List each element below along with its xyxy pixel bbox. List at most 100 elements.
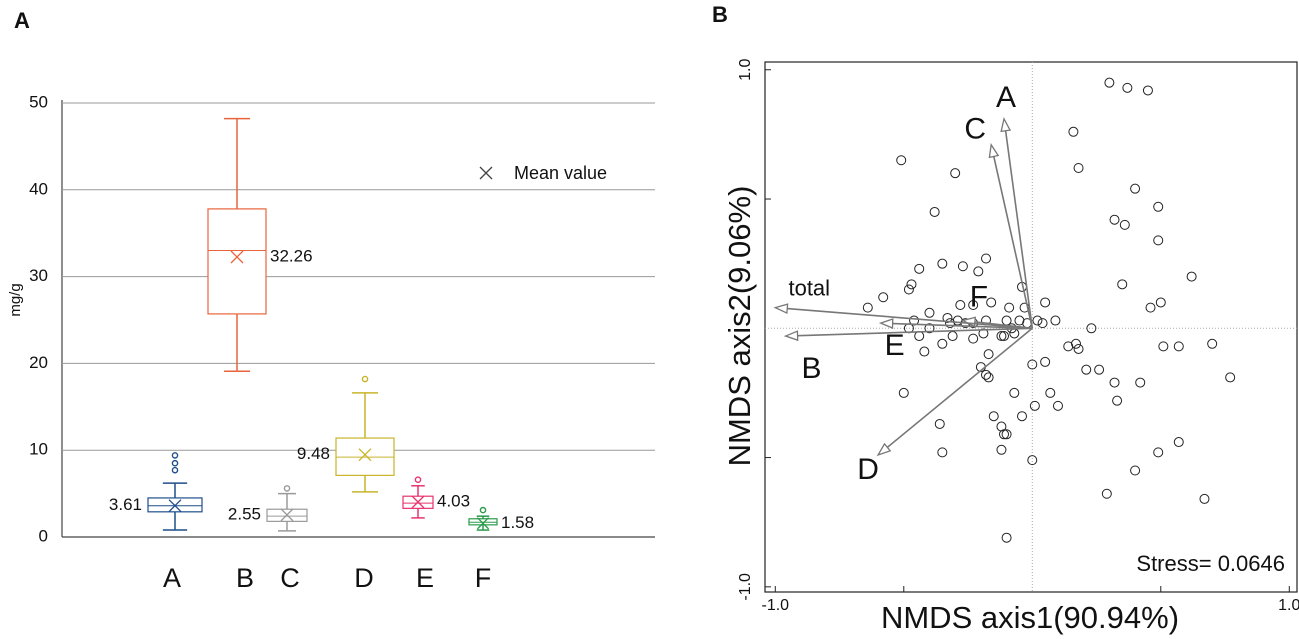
point xyxy=(1186,271,1197,282)
mean-marker xyxy=(280,508,294,522)
outlier xyxy=(171,452,179,459)
point xyxy=(981,253,992,264)
point xyxy=(1073,163,1084,173)
point xyxy=(919,346,930,357)
point xyxy=(968,300,979,311)
vector-shaft xyxy=(1004,130,1034,329)
point xyxy=(1153,447,1164,458)
point xyxy=(1068,126,1079,137)
point xyxy=(1001,429,1012,440)
point xyxy=(1004,302,1015,313)
point xyxy=(1032,315,1043,326)
point xyxy=(1145,302,1156,313)
point xyxy=(983,372,994,383)
point xyxy=(988,411,999,422)
outlier xyxy=(283,485,291,492)
point xyxy=(1070,338,1081,349)
point xyxy=(1014,315,1025,326)
y-tick-label: -1.0 xyxy=(737,573,754,601)
point xyxy=(898,387,909,398)
point xyxy=(1063,341,1074,352)
y-tick-label: 50 xyxy=(29,92,48,111)
y-tick-label: 20 xyxy=(29,353,48,372)
vector-shaft xyxy=(993,156,1034,329)
point xyxy=(914,331,925,342)
x-tick-label: 1.0 xyxy=(1278,597,1299,614)
mean-label: 4.03 xyxy=(437,492,470,511)
point xyxy=(1199,493,1210,504)
vector-head xyxy=(1000,117,1012,133)
point xyxy=(978,328,989,339)
point xyxy=(1086,323,1097,334)
point xyxy=(903,284,914,295)
point xyxy=(1207,338,1218,349)
legend-marker xyxy=(479,166,493,180)
point xyxy=(1142,85,1153,96)
x-tick-label: C xyxy=(280,563,300,593)
point xyxy=(968,333,979,344)
vector-label: B xyxy=(802,352,822,385)
point xyxy=(1094,364,1105,375)
y-tick-label: 30 xyxy=(29,266,48,285)
outlier xyxy=(479,506,487,514)
point xyxy=(955,300,966,311)
vector-label: D xyxy=(857,453,879,486)
point xyxy=(1153,201,1164,212)
point xyxy=(1173,341,1184,352)
mean-label: 32.26 xyxy=(270,246,313,265)
vector-shaft xyxy=(797,327,1033,337)
mean-marker xyxy=(168,499,182,513)
legend-label: Mean value xyxy=(514,163,607,183)
point xyxy=(1050,315,1061,326)
point xyxy=(1009,328,1020,339)
point xyxy=(1173,437,1184,448)
point xyxy=(924,307,935,318)
point xyxy=(1001,315,1012,326)
point xyxy=(1027,455,1038,466)
point xyxy=(1040,297,1051,308)
point xyxy=(878,292,889,303)
point xyxy=(950,168,961,179)
vector-shaft xyxy=(892,322,1033,330)
vector-head xyxy=(988,142,1000,159)
point xyxy=(996,421,1007,432)
mean-label: 2.55 xyxy=(228,504,261,523)
point xyxy=(1130,465,1141,476)
point xyxy=(1112,395,1123,406)
x-tick-label: A xyxy=(163,563,181,593)
y-axis-label: mg/g xyxy=(7,283,24,316)
point xyxy=(929,206,940,217)
point xyxy=(914,263,925,274)
point xyxy=(1130,183,1141,194)
outlier xyxy=(171,466,179,474)
vector-head xyxy=(876,442,892,457)
panel-label: A xyxy=(14,8,30,33)
point xyxy=(957,261,968,272)
point xyxy=(906,279,917,290)
y-tick-label: 10 xyxy=(29,440,48,459)
point xyxy=(1081,364,1092,375)
outlier xyxy=(171,459,179,467)
point xyxy=(1027,359,1038,370)
mean-marker xyxy=(358,448,372,462)
point xyxy=(934,418,945,429)
mean-label: 1.58 xyxy=(501,513,534,532)
point xyxy=(1119,219,1130,230)
point xyxy=(896,155,907,166)
vector-label: A xyxy=(996,81,1016,114)
point xyxy=(973,266,984,277)
plot-frame xyxy=(764,61,1298,593)
x-tick-label: E xyxy=(416,563,434,593)
x-tick-label: D xyxy=(354,563,374,593)
mean-marker xyxy=(411,495,425,509)
vector-label: C xyxy=(964,113,986,146)
point xyxy=(1117,279,1128,290)
vector-shaft xyxy=(886,327,1033,448)
point xyxy=(1104,77,1115,88)
point xyxy=(1029,400,1040,411)
point xyxy=(1122,82,1133,93)
y-axis-label: NMDS axis2(9.06%) xyxy=(722,186,757,467)
x-tick-label: -1.0 xyxy=(761,597,789,614)
point xyxy=(1225,372,1236,383)
